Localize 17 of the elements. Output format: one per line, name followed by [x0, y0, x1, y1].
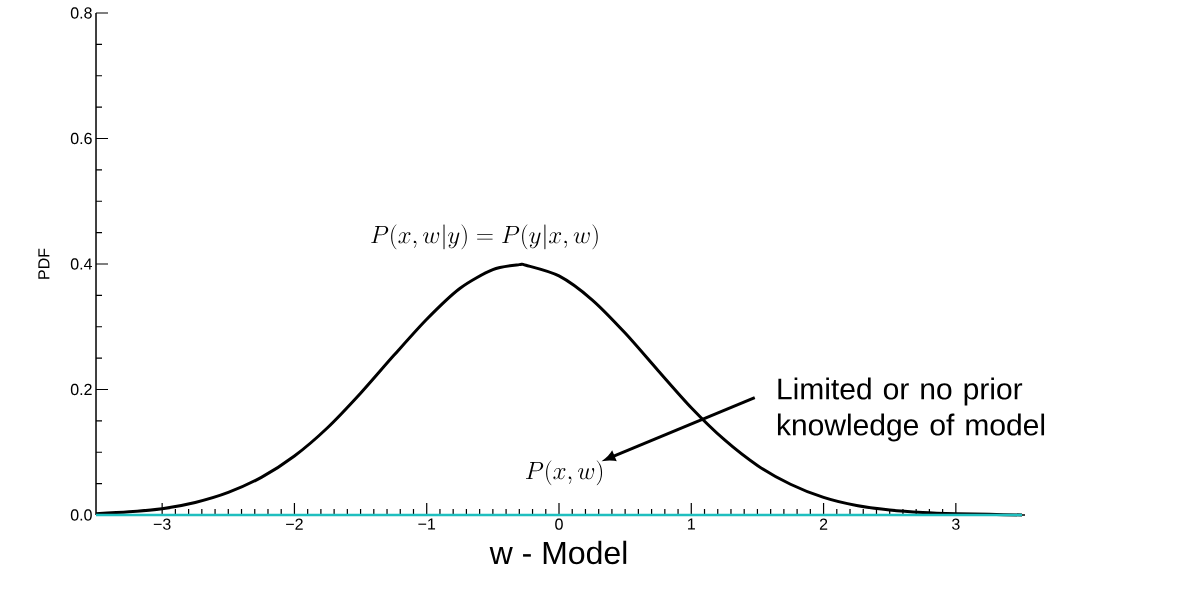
- x-tick-label: 0: [555, 518, 563, 530]
- x-tick-label: 1: [688, 518, 695, 530]
- y-tick-label: 0.6: [70, 132, 92, 145]
- x-tick-label: −2: [286, 518, 303, 530]
- annotation: $P(x,w)$: [525, 460, 603, 486]
- x-tick-label: −3: [153, 518, 171, 530]
- y-tick-label: 0.4: [70, 258, 92, 270]
- annotation: $P(x,w|y)=P(y|x,w)$: [371, 224, 598, 250]
- x-axis-title: w - Model: [489, 540, 627, 565]
- x-tick-label: 3: [952, 518, 960, 530]
- y-axis-title: PDF: [38, 248, 50, 279]
- x-tick-label: −1: [418, 518, 436, 530]
- y-tick-label: 0.2: [70, 383, 92, 396]
- y-tick-label: 0.8: [70, 7, 92, 19]
- y-tick-label: 0.0: [70, 509, 92, 521]
- annotation: Limited or no prior knowledge of model: [777, 377, 1045, 442]
- x-tick-label: 2: [819, 518, 828, 530]
